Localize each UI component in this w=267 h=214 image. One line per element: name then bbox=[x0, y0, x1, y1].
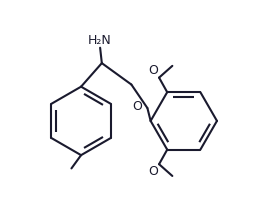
Text: O: O bbox=[148, 64, 158, 77]
Text: O: O bbox=[148, 165, 158, 178]
Text: O: O bbox=[132, 101, 142, 113]
Text: H₂N: H₂N bbox=[88, 34, 112, 47]
